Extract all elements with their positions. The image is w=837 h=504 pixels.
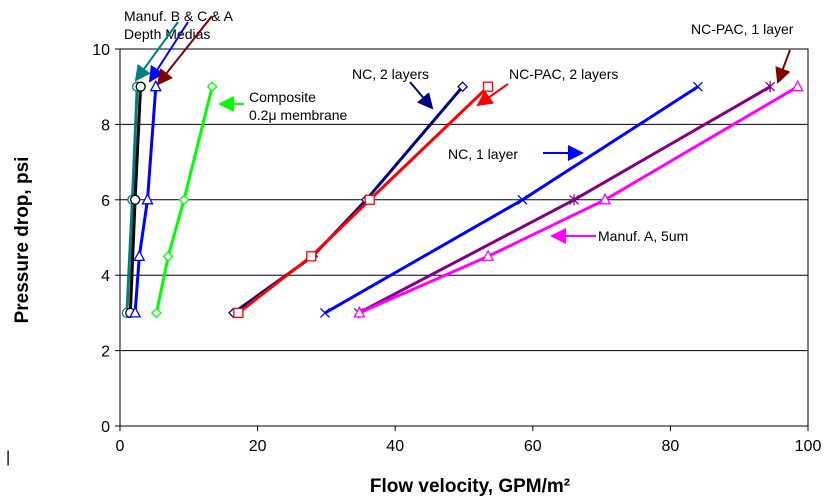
data-point <box>364 194 375 205</box>
data-point <box>320 307 330 318</box>
x-tick-label: 40 <box>386 438 404 455</box>
annotation-nc-2-layers: NC, 2 layers <box>352 66 429 82</box>
annotation-membrane: 0.2μ membrane <box>249 107 348 123</box>
series-6 <box>320 81 703 318</box>
data-point <box>791 79 804 92</box>
data-point <box>692 81 703 92</box>
series-line <box>155 86 214 314</box>
data-point <box>569 194 580 206</box>
data-point <box>353 306 366 318</box>
series-2 <box>129 79 162 318</box>
series-3 <box>151 81 218 319</box>
x-tick-label: 0 <box>116 438 125 455</box>
annotation-nc-pac-2-layers: NC-PAC, 2 layers <box>509 66 618 82</box>
annotation-nc-pac-1-layer: NC-PAC, 1 layer <box>691 21 794 37</box>
y-tick-label: 8 <box>101 117 110 134</box>
y-tick-label: 6 <box>101 193 110 210</box>
annotation-depth-medias: Depth Medias <box>124 26 210 42</box>
arrow-manuf-blue <box>148 21 189 83</box>
annotations: Manuf. B & C & A Depth Medias Composite … <box>124 8 794 244</box>
arrow-nc-pac-2-layers <box>476 83 509 107</box>
y-tick-label: 0 <box>101 419 110 436</box>
annotation-manuf-bca: Manuf. B & C & A <box>124 8 234 24</box>
x-axis-title: Flow velocity, GPM/m² <box>370 476 570 497</box>
data-point <box>141 192 154 205</box>
data-point <box>151 307 162 319</box>
arrow-manuf-teal <box>134 21 179 82</box>
data-point <box>598 192 612 205</box>
data-point <box>133 249 146 262</box>
data-point <box>129 194 141 205</box>
x-tick-label: 20 <box>249 438 267 455</box>
annotation-composite: Composite <box>249 89 316 105</box>
annotation-arrows <box>134 15 791 244</box>
arrow-nc-2-layers <box>409 81 434 110</box>
axes <box>115 48 809 431</box>
annotation-manuf-a-5um: Manuf. A, 5um <box>598 228 688 244</box>
arrow-manuf-maroon <box>156 15 213 86</box>
stray-label: | <box>6 449 10 466</box>
x-tick-label: 80 <box>662 438 680 455</box>
data-point <box>149 79 162 92</box>
data-point <box>306 251 317 262</box>
data-point <box>517 194 528 205</box>
data-point <box>135 81 146 92</box>
series-layer <box>121 79 804 319</box>
data-point <box>178 194 190 206</box>
gridlines <box>120 48 808 352</box>
x-tick-label: 100 <box>795 438 822 455</box>
y-tick-label: 2 <box>101 344 110 361</box>
annotation-nc-1-layer: NC, 1 layer <box>448 146 518 162</box>
data-point <box>457 81 469 93</box>
data-point <box>233 307 244 319</box>
plot-frame <box>119 48 809 427</box>
data-point <box>206 81 218 93</box>
data-point <box>482 249 495 262</box>
data-point <box>765 81 776 93</box>
data-point <box>162 250 174 262</box>
y-tick-label: 4 <box>101 268 110 285</box>
series-8 <box>353 79 804 318</box>
x-tick-label: 60 <box>524 438 542 455</box>
y-tick-label: 10 <box>92 42 110 59</box>
y-axis-title: Pressure drop, psi <box>12 157 33 324</box>
data-point <box>129 306 142 318</box>
series-line <box>358 85 799 315</box>
arrow-nc-pac-1-layer <box>775 49 791 84</box>
series-line <box>237 85 490 315</box>
data-point <box>482 81 494 92</box>
series-line <box>133 86 158 314</box>
